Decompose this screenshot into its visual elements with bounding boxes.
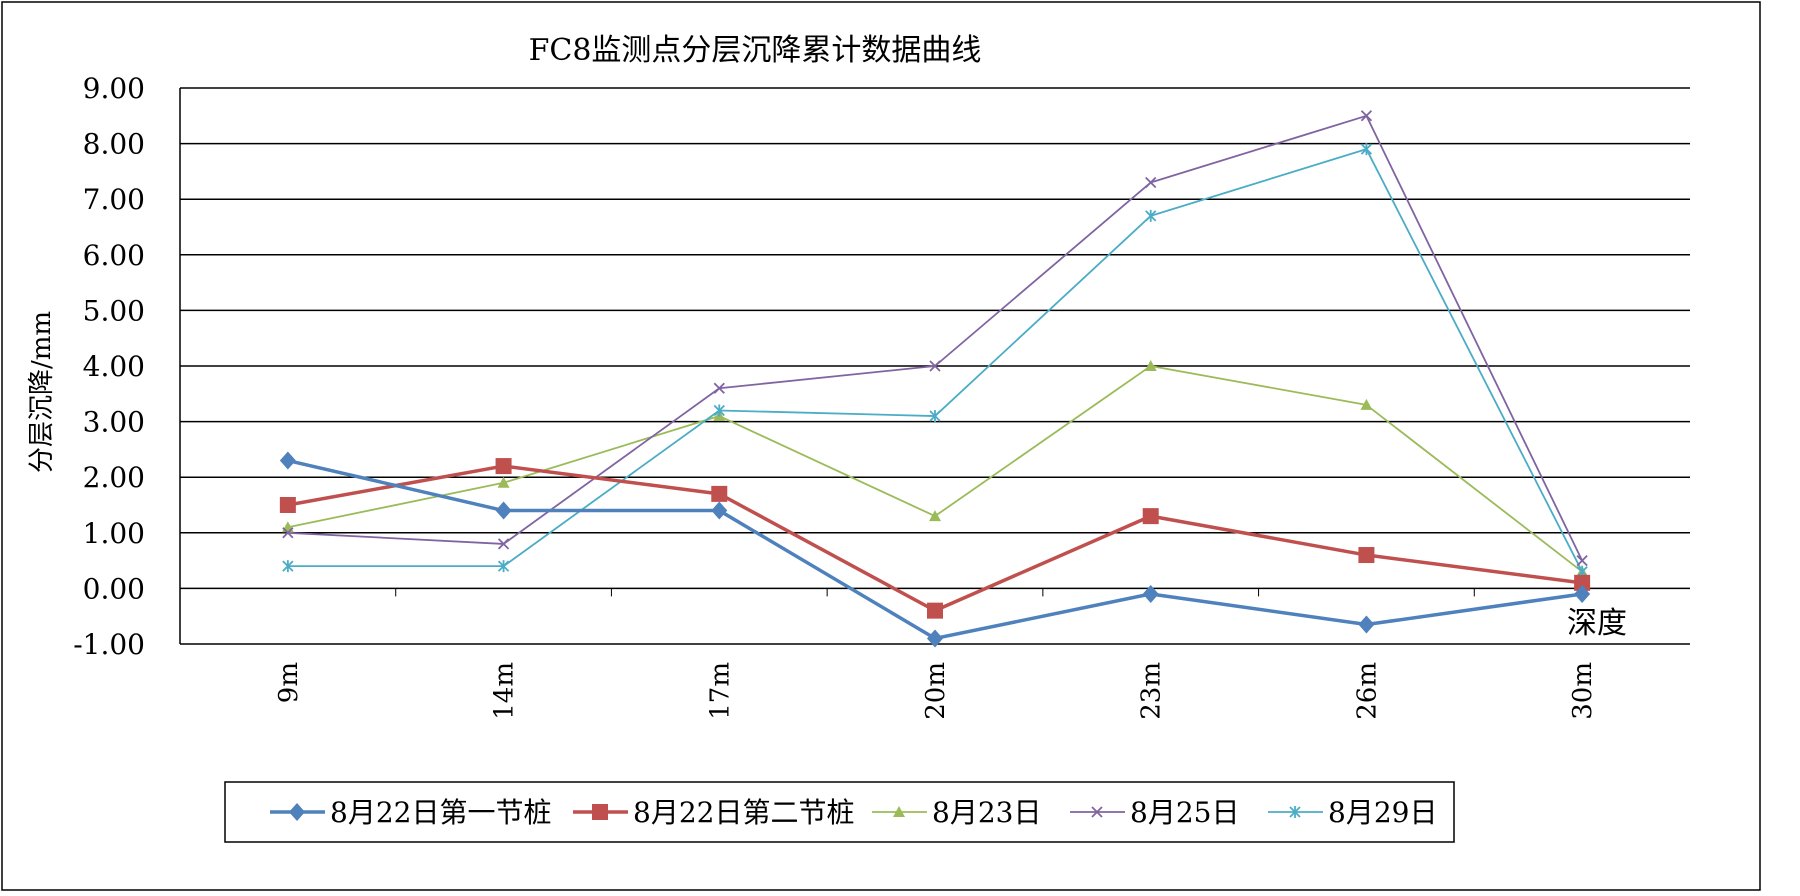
data-point-s3-5: [1144, 360, 1157, 371]
legend-label-2: 8月22日第二节桩: [633, 796, 854, 829]
data-point-s4-2: [497, 538, 510, 550]
legend-box: [224, 781, 1455, 843]
data-point-s2-2: [495, 458, 512, 475]
data-point-s3-4: [929, 510, 941, 522]
x-tick-label: 26m: [1352, 662, 1382, 720]
y-tick-label: 1.00: [83, 517, 145, 550]
data-point-s1-6: [1358, 615, 1375, 634]
y-tick-labels: 9.00 8.00 7.00 6.00 5.00 4.00 3.00 2.00 1.00 0.00…: [73, 72, 145, 661]
data-point-s5-5: [1145, 209, 1157, 222]
y-tick-label: 7.00: [83, 183, 145, 216]
data-point-s1-1: [279, 451, 296, 470]
legend-label-1: 8月22日第一节桩: [330, 796, 551, 829]
data-point-s2-7: [1574, 574, 1591, 591]
data-point-s1-7: [1574, 584, 1591, 603]
data-point-s2-1: [279, 497, 296, 513]
data-point-s4-5: [1145, 176, 1157, 189]
y-tick-label: 5.00: [83, 294, 145, 327]
legend-marker-3: [893, 806, 905, 817]
y-tick-label: 8.00: [83, 128, 145, 161]
y-tick-label: 9.00: [83, 72, 145, 105]
legend: 8月22日第一节桩 8月22日第二节桩 8月23日 8月25日 8月29日: [270, 796, 1437, 829]
data-point-s2-4: [927, 602, 943, 619]
data-point-s5-6: [1360, 143, 1373, 156]
data-point-s2-5: [1142, 508, 1159, 525]
x-axis-label: 深度: [1567, 606, 1627, 641]
legend-marker-5: [1289, 806, 1301, 818]
y-tick-label: 0.00: [83, 572, 145, 605]
y-tick-label: 2.00: [83, 461, 145, 494]
data-point-s4-6: [1360, 110, 1373, 122]
data-point-s1-5: [1142, 584, 1159, 603]
x-tick-label: 14m: [490, 662, 520, 720]
legend-marker-2: [592, 804, 608, 820]
y-tick-label: 3.00: [83, 406, 145, 439]
data-point-s5-4: [929, 410, 941, 423]
data-point-s1-4: [927, 629, 943, 648]
data-point-s3-2: [497, 476, 510, 488]
chart-title: FC8监测点分层沉降累计数据曲线: [529, 33, 982, 68]
legend-label-4: 8月25日: [1130, 796, 1239, 829]
data-point-s3-6: [1360, 398, 1373, 410]
x-tick-label: 20m: [921, 662, 951, 720]
series-lines: [279, 110, 1591, 648]
x-tick-label: 9m: [274, 662, 304, 703]
data-point-s4-4: [929, 360, 941, 372]
y-axis-label: 分层沉降/mm: [27, 311, 57, 473]
legend-marker-4: [1091, 806, 1103, 818]
data-point-s4-7: [1576, 554, 1588, 567]
y-tick-label: 6.00: [83, 239, 145, 272]
data-point-s1-2: [495, 501, 512, 520]
x-tick-label: 17m: [705, 662, 735, 720]
x-tick-labels: 9m 14m 17m 20m 23m 26m 30m: [274, 662, 1598, 720]
chart-frame: [1, 1, 1761, 891]
y-tick-label: -1.00: [73, 628, 145, 661]
data-point-s5-1: [282, 560, 294, 573]
data-point-s4-1: [282, 527, 294, 539]
data-point-s4-3: [713, 382, 725, 394]
y-tick-label: 4.00: [83, 350, 145, 383]
data-point-s2-6: [1358, 547, 1375, 564]
x-tick-label: 30m: [1568, 662, 1598, 720]
legend-label-5: 8月29日: [1328, 796, 1437, 829]
legend-label-3: 8月23日: [932, 796, 1041, 829]
x-tick-label: 23m: [1137, 662, 1167, 720]
data-point-s2-3: [711, 485, 728, 502]
legend-marker-1: [289, 803, 305, 821]
data-point-s5-2: [497, 560, 510, 573]
data-point-s5-3: [713, 404, 725, 417]
data-point-s1-3: [711, 501, 728, 520]
